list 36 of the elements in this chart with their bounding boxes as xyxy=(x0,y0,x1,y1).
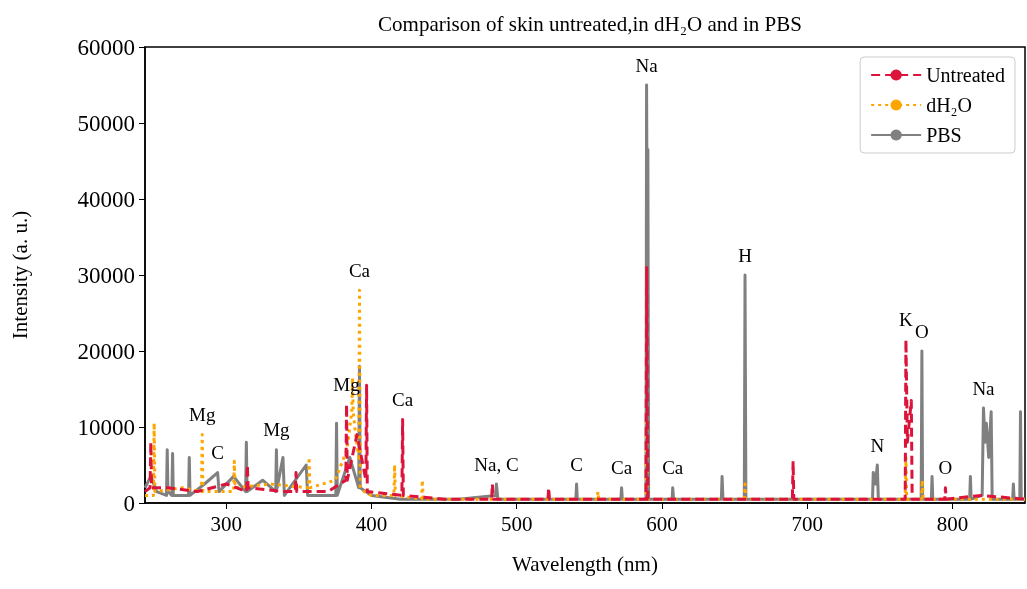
annotation: H xyxy=(738,244,753,266)
annotation: Mg xyxy=(263,419,291,441)
annotation: Ca xyxy=(348,259,371,281)
annotation: Ca xyxy=(392,388,414,410)
y-tick-label: 50000 xyxy=(77,110,135,136)
x-tick-label: 600 xyxy=(646,511,678,536)
legend-label: Untreated xyxy=(926,64,1006,86)
annotation: O xyxy=(938,457,953,479)
annotation: C xyxy=(211,442,224,464)
x-tick-label: 800 xyxy=(936,511,969,536)
y-axis-title: Intensity (a. u.) xyxy=(7,210,32,340)
legend-label: PBS xyxy=(926,124,962,146)
y-tick-label: 40000 xyxy=(77,186,135,212)
x-axis-title: Wavelength (nm) xyxy=(512,551,658,576)
annotation: Mg xyxy=(189,404,216,426)
annotation: N xyxy=(870,434,885,456)
annotation: C xyxy=(570,453,583,475)
y-tick-label: 20000 xyxy=(77,338,135,364)
annotation: Ca xyxy=(662,457,684,479)
annotation: Na, C xyxy=(474,453,519,475)
annotation: Na xyxy=(972,377,996,399)
y-tick-label: 10000 xyxy=(77,414,135,440)
y-tick-label: 30000 xyxy=(77,262,135,288)
y-tick-label: 60000 xyxy=(77,34,135,60)
x-tick-label: 400 xyxy=(355,511,388,536)
annotation: Na xyxy=(635,54,659,76)
legend-label: dH₂O xyxy=(926,94,973,116)
x-tick-label: 300 xyxy=(210,511,243,536)
y-tick-label: 0 xyxy=(123,490,135,516)
annotation: Ca xyxy=(611,457,633,479)
annotation: Mg xyxy=(333,373,361,395)
x-tick-label: 700 xyxy=(791,511,823,536)
x-tick-label: 500 xyxy=(501,511,533,536)
annotation: K xyxy=(899,309,914,331)
chart-title: Comparison of skin untreated,in dH₂O and in PBS xyxy=(378,11,802,36)
annotation: O xyxy=(915,320,929,342)
